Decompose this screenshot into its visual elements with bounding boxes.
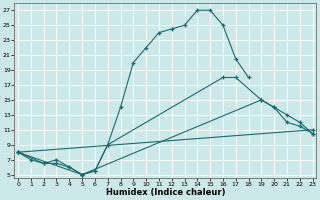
X-axis label: Humidex (Indice chaleur): Humidex (Indice chaleur) (106, 188, 225, 197)
